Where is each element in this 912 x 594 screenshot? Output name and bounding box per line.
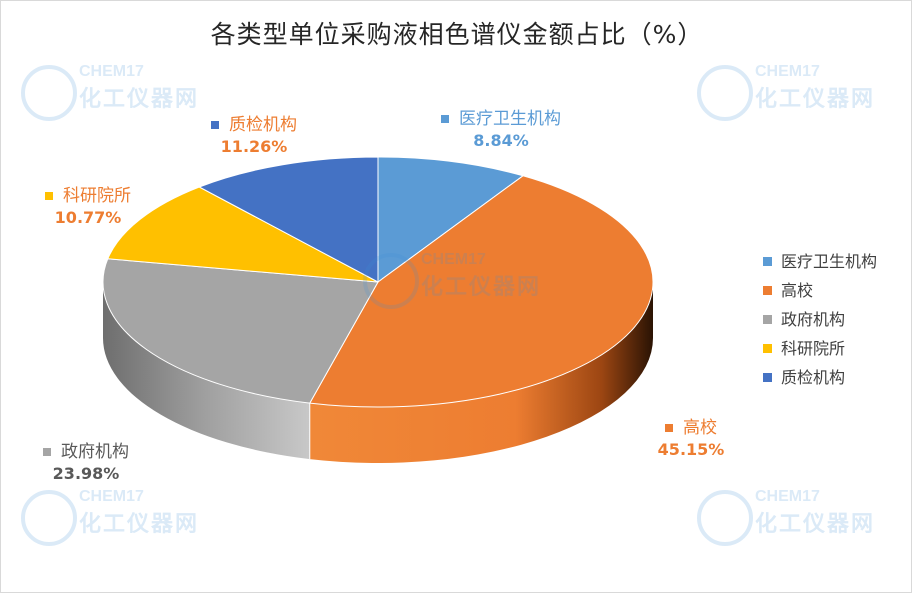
pie-slice-3 [107,186,379,283]
pie-side-2 [103,282,310,460]
pie-side-1 [309,282,654,464]
label-swatch [45,192,53,200]
legend-swatch [763,373,772,382]
data-label-medical: 医疗卫生机构 8.84% [401,108,601,152]
pie-slice-1 [308,175,654,408]
chart-title: 各类型单位采购液相色谱仪金额占比（%） [210,20,704,49]
pie-slice-0 [377,156,525,283]
legend-item: 科研院所 [763,334,877,363]
legend-swatch [763,315,772,324]
legend-item: 医疗卫生机构 [763,247,877,276]
legend-item: 质检机构 [763,363,877,392]
legend-item: 高校 [763,276,877,305]
pie-slice-2 [102,258,379,404]
label-swatch [211,121,219,129]
legend-item: 政府机构 [763,305,877,334]
legend-swatch [763,257,772,266]
legend: 医疗卫生机构 高校 政府机构 科研院所 质检机构 [763,247,877,392]
data-label-government: 政府机构 23.98% [11,441,161,485]
data-label-research: 科研院所 10.77% [13,185,163,229]
label-swatch [43,448,51,456]
data-label-inspection: 质检机构 11.26% [179,114,329,158]
legend-swatch [763,344,772,353]
legend-swatch [763,286,772,295]
label-swatch [441,115,449,123]
data-label-university: 高校 45.15% [657,418,725,459]
label-swatch [665,424,673,432]
pie-slice-4 [198,156,379,283]
